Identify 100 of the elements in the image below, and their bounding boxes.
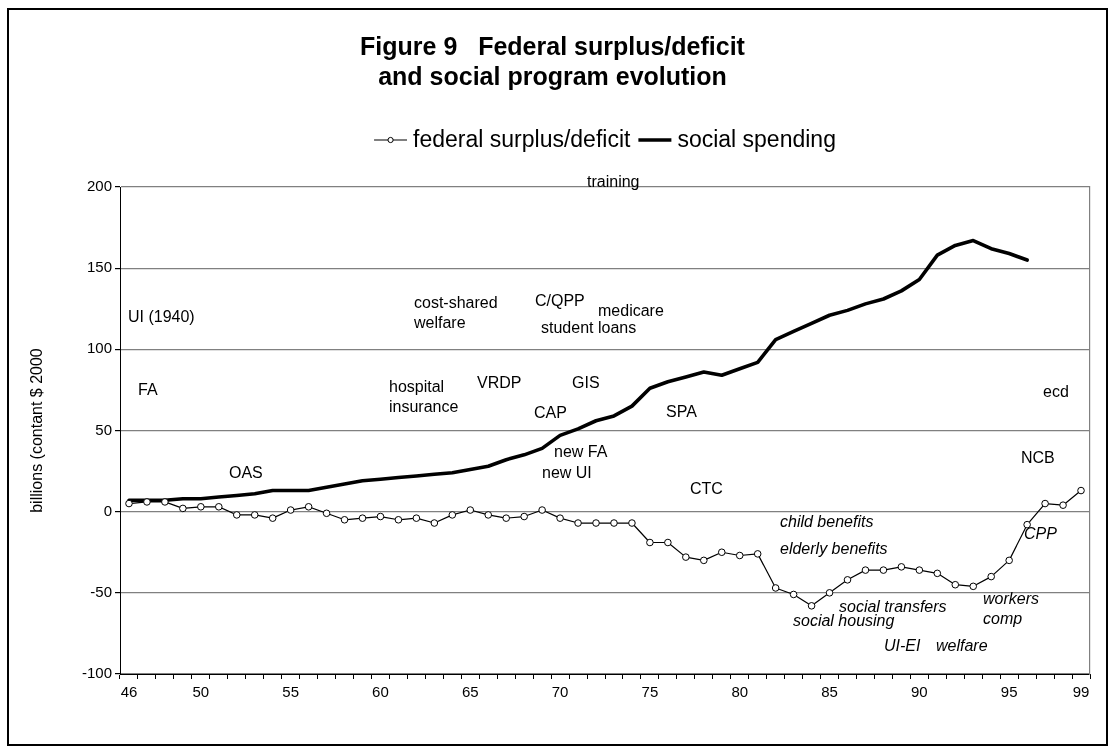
y-tick-label: 50: [95, 420, 112, 438]
point: [1041, 499, 1049, 508]
annotation: C/QPP: [535, 292, 585, 310]
annotation: social housing: [793, 612, 895, 630]
x-tick-label: 55: [282, 683, 299, 701]
y-tick-label: 200: [86, 177, 112, 195]
x-tick-label: 65: [461, 683, 479, 701]
point: [556, 514, 564, 522]
point: [376, 512, 385, 521]
annotation: NCB: [1021, 449, 1055, 467]
point: [179, 504, 187, 513]
point: [1005, 556, 1013, 565]
y-tick-label: -100: [81, 664, 112, 682]
point: [484, 511, 493, 519]
x-tick-label: 80: [731, 683, 749, 701]
point: [933, 569, 942, 578]
annotation: CPP: [1024, 525, 1058, 543]
point: [322, 509, 331, 518]
annotation: new UI: [542, 464, 592, 482]
annotation: SPA: [666, 403, 698, 421]
point: [700, 556, 708, 565]
annotation: hospital insurance: [389, 378, 459, 415]
point: [771, 584, 780, 592]
chart-title: Figure 9 Federal surplus/deficit and social program evolution: [360, 31, 746, 90]
point: [789, 590, 798, 599]
point: [125, 499, 133, 508]
y-tick-label: 100: [86, 339, 112, 357]
point: [879, 566, 888, 574]
point: [520, 512, 528, 521]
point: [825, 589, 834, 597]
point: [897, 563, 906, 571]
point: [232, 511, 241, 519]
x-tick-label: 75: [641, 683, 659, 701]
point: [412, 514, 421, 522]
point: [466, 506, 475, 514]
annotation: OAS: [229, 464, 263, 482]
annotation: elderly benefits: [780, 540, 888, 558]
annotation: welfare: [936, 637, 988, 655]
annotation: GIS: [572, 374, 600, 392]
x-tick-label: 90: [911, 683, 928, 701]
point: [340, 515, 349, 524]
y-axis-title: billions (contant $ 2000: [28, 348, 46, 513]
x-tick-label: 50: [192, 683, 210, 701]
point: [664, 538, 672, 547]
point: [915, 566, 924, 574]
point: [448, 511, 457, 519]
point: [574, 519, 582, 527]
annotation: student loans: [541, 319, 637, 337]
annotation: ecd: [1043, 383, 1069, 401]
point: [969, 582, 978, 591]
x-tick-label: 46: [120, 683, 138, 701]
x-tick-label: 70: [551, 683, 569, 701]
y-tick-label: -50: [90, 582, 112, 600]
point: [268, 514, 277, 522]
point: [735, 551, 744, 560]
point: [843, 576, 852, 584]
legend-label: social spending: [677, 126, 836, 153]
annotation: child benefits: [780, 513, 874, 531]
point: [430, 519, 439, 527]
x-tick-label: 85: [821, 683, 838, 701]
x-tick-label: 95: [1000, 683, 1018, 701]
point: [861, 566, 870, 574]
point: [215, 503, 223, 511]
point: [682, 553, 690, 561]
point: [143, 498, 151, 506]
point: [628, 519, 636, 527]
point: [1059, 501, 1067, 509]
point: [987, 572, 995, 581]
annotation: CTC: [690, 480, 723, 498]
y-tick-label: 0: [103, 501, 112, 519]
point: [592, 519, 600, 527]
point: [358, 514, 367, 522]
point: [502, 514, 510, 522]
point: [304, 503, 313, 511]
point: [807, 602, 816, 610]
legend-label: federal surplus/deficit: [413, 126, 631, 153]
point: [161, 498, 169, 506]
point: [717, 548, 726, 557]
x-tick-label: 60: [372, 683, 389, 701]
annotation: training: [587, 173, 640, 191]
point: [197, 503, 205, 511]
point: [286, 506, 295, 514]
y-tick-label: 150: [86, 258, 112, 276]
annotation: FA: [138, 381, 158, 399]
annotation: cost-shared welfare: [413, 294, 498, 331]
annotation: VRDP: [477, 374, 522, 392]
point: [610, 519, 618, 527]
point: [1077, 486, 1085, 495]
point: [646, 538, 654, 547]
annotation: medicare: [598, 302, 664, 320]
x-tick-label: 99: [1072, 683, 1090, 701]
annotation: CAP: [534, 404, 567, 422]
annotation: UI (1940): [128, 308, 195, 326]
annotation: UI-EI: [884, 637, 921, 655]
annotation: workers comp: [983, 590, 1040, 627]
annotation: new FA: [554, 443, 608, 461]
point: [250, 511, 259, 519]
point: [394, 515, 403, 524]
point: [753, 550, 762, 558]
point: [951, 580, 960, 589]
